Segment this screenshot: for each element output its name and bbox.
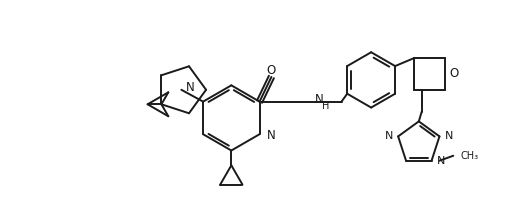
- Text: N: N: [266, 129, 275, 142]
- Text: O: O: [267, 64, 276, 77]
- Text: N: N: [186, 81, 195, 94]
- Text: N: N: [437, 156, 445, 166]
- Text: N: N: [314, 93, 323, 106]
- Text: N: N: [444, 131, 453, 141]
- Text: H: H: [322, 101, 329, 111]
- Text: CH₃: CH₃: [460, 151, 478, 161]
- Text: N: N: [385, 131, 393, 141]
- Text: O: O: [450, 67, 459, 80]
